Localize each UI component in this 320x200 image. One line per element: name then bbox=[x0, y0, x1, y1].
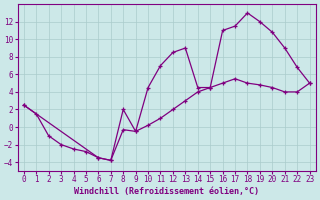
X-axis label: Windchill (Refroidissement éolien,°C): Windchill (Refroidissement éolien,°C) bbox=[74, 187, 259, 196]
